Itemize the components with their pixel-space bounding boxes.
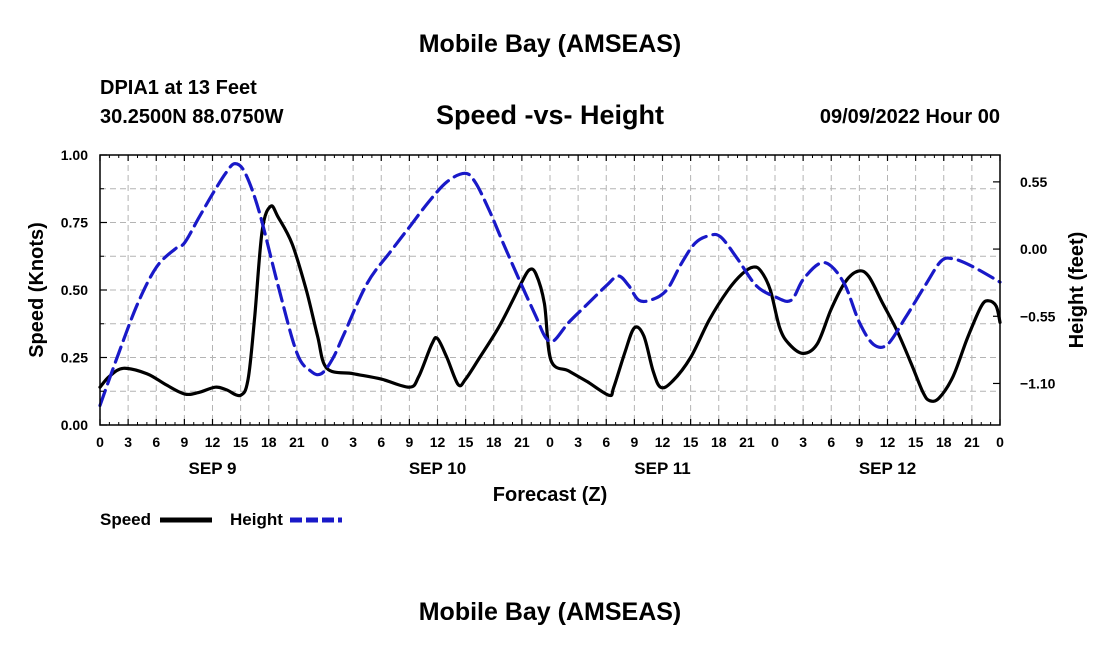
y-right-tick-label: −0.55 xyxy=(1020,308,1056,324)
x-tick-label: 12 xyxy=(655,434,671,450)
x-tick-label: 12 xyxy=(430,434,446,450)
y-left-tick-label: 0.50 xyxy=(61,282,88,298)
y-left-tick-label: 0.75 xyxy=(61,215,88,231)
series-line-height xyxy=(98,162,1002,408)
y-right-tick-label: −1.10 xyxy=(1020,375,1056,391)
date-hour-label: 09/09/2022 Hour 00 xyxy=(819,106,1000,128)
x-tick-label: 0 xyxy=(771,434,779,450)
coordinates-label: 30.2500N 88.0750W xyxy=(100,106,284,128)
y-right-tick-label: 0.55 xyxy=(1020,174,1047,190)
y-left-tick-label: 0.00 xyxy=(61,417,88,433)
x-tick-label: 0 xyxy=(321,434,329,450)
day-label: SEP 9 xyxy=(189,459,237,478)
chart-title: Mobile Bay (AMSEAS) xyxy=(418,30,682,58)
x-axis-title: Forecast (Z) xyxy=(493,484,607,506)
x-tick-label: 18 xyxy=(711,434,727,450)
x-tick-label: 0 xyxy=(96,434,104,450)
x-tick-label: 3 xyxy=(574,434,582,450)
x-tick-label: 6 xyxy=(602,434,610,450)
x-tick-label: 18 xyxy=(936,434,952,450)
x-tick-label: 9 xyxy=(405,434,413,450)
y-axis-right-title: Height (feet) xyxy=(1066,232,1088,349)
legend-label-height: Height xyxy=(230,510,283,529)
x-tick-label: 21 xyxy=(964,434,980,450)
series-lines xyxy=(98,162,1002,408)
x-tick-label: 0 xyxy=(996,434,1004,450)
chart-subtitle: Speed -vs- Height xyxy=(435,100,665,130)
x-tick-label: 18 xyxy=(261,434,277,450)
x-tick-label: 3 xyxy=(349,434,357,450)
y-left-tick-label: 1.00 xyxy=(61,147,88,163)
x-tick-label: 9 xyxy=(630,434,638,450)
legend: Speed Height xyxy=(100,510,342,529)
x-tick-label: 6 xyxy=(827,434,835,450)
y-axis-left-title: Speed (Knots) xyxy=(26,222,48,358)
series-line-speed xyxy=(98,204,1002,403)
x-tick-label: 18 xyxy=(486,434,502,450)
x-tick-label: 15 xyxy=(683,434,699,450)
axis-ticks: 0 3 6 9 12 15 18 21 0 3 6 9 12 15 18 21 0 3 6 9 12 15 18 21 0 3 6 9… xyxy=(61,147,1056,478)
x-tick-label: 3 xyxy=(799,434,807,450)
x-tick-label: 15 xyxy=(458,434,474,450)
footer-title: Mobile Bay (AMSEAS) xyxy=(418,598,682,626)
y-left-tick-label: 0.25 xyxy=(61,350,88,366)
x-tick-label: 6 xyxy=(377,434,385,450)
x-tick-label: 3 xyxy=(124,434,132,450)
x-tick-label: 12 xyxy=(205,434,221,450)
day-label: SEP 12 xyxy=(859,459,916,478)
x-tick-label: 6 xyxy=(152,434,160,450)
x-tick-label: 0 xyxy=(546,434,554,450)
x-tick-label: 15 xyxy=(233,434,249,450)
day-label: SEP 10 xyxy=(409,459,466,478)
station-label: DPIA1 at 13 Feet xyxy=(100,77,257,99)
x-tick-label: 21 xyxy=(289,434,305,450)
x-tick-label: 12 xyxy=(880,434,896,450)
y-right-tick-label: 0.00 xyxy=(1020,241,1047,257)
x-tick-label: 15 xyxy=(908,434,924,450)
day-label: SEP 11 xyxy=(634,459,690,478)
x-tick-label: 21 xyxy=(739,434,755,450)
x-tick-label: 9 xyxy=(180,434,188,450)
x-tick-label: 9 xyxy=(855,434,863,450)
x-tick-label: 21 xyxy=(514,434,530,450)
grid xyxy=(100,155,1000,425)
legend-label-speed: Speed xyxy=(100,510,151,529)
